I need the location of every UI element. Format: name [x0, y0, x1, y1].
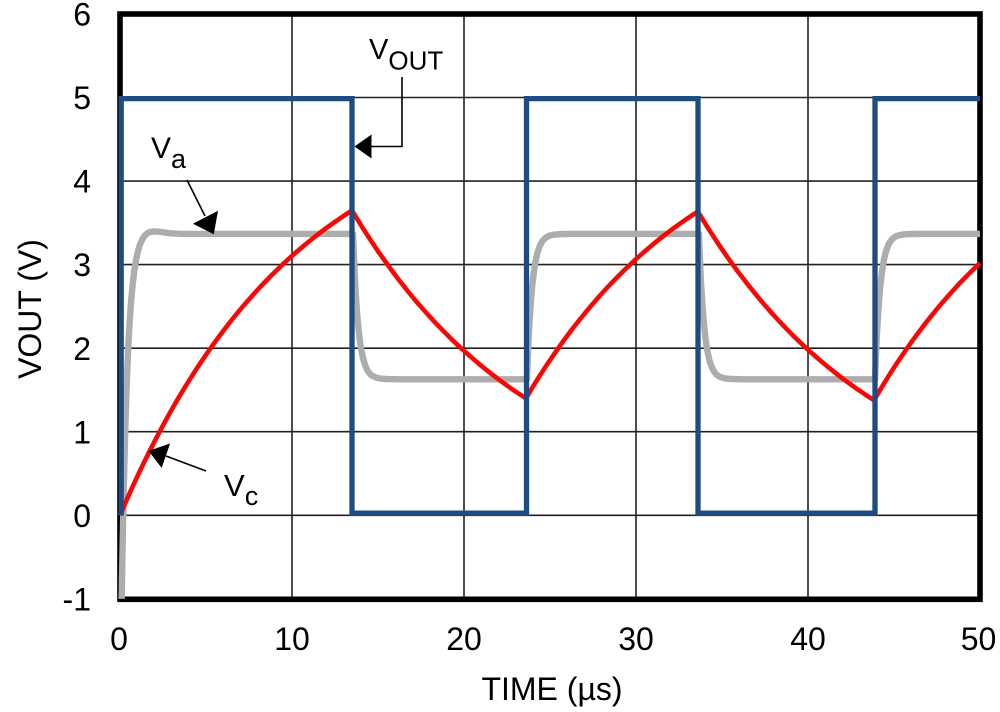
svg-text:4: 4: [73, 164, 91, 200]
svg-text:50: 50: [961, 621, 997, 657]
svg-text:1: 1: [73, 414, 91, 450]
svg-text:VOUT (V): VOUT (V): [12, 239, 48, 379]
svg-text:0: 0: [110, 621, 128, 657]
svg-text:6: 6: [73, 0, 91, 33]
svg-text:TIME (µs): TIME (µs): [481, 671, 622, 707]
svg-text:40: 40: [790, 621, 826, 657]
svg-text:30: 30: [618, 621, 654, 657]
svg-text:20: 20: [446, 621, 482, 657]
svg-text:10: 10: [274, 621, 310, 657]
svg-text:2: 2: [73, 331, 91, 367]
svg-text:-1: -1: [63, 582, 91, 618]
svg-text:3: 3: [73, 247, 91, 283]
svg-text:5: 5: [73, 80, 91, 116]
svg-text:0: 0: [73, 498, 91, 534]
